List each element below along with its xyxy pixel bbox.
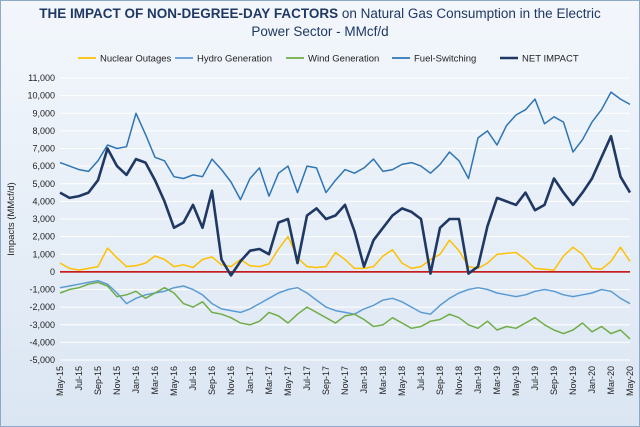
y-tick-label: 7,000	[32, 144, 55, 154]
y-tick-label: 9,000	[32, 108, 55, 118]
y-axis-label: Impacts (MMcf/d)	[6, 182, 17, 255]
legend-label: Nuclear Outages	[100, 54, 172, 65]
y-tick-label: 5,000	[32, 179, 55, 189]
x-tick-label: Nov-15	[112, 366, 122, 395]
x-tick-label: Mar-20	[606, 366, 616, 395]
x-tick-label: Sep-17	[321, 366, 331, 395]
y-tick-label: 11,000	[28, 73, 55, 83]
y-tick-label: 8,000	[32, 126, 55, 136]
y-tick-label: 4,000	[32, 196, 55, 206]
series-line-nuclear-outages	[59, 235, 631, 271]
x-tick-label: Jan-17	[245, 366, 255, 394]
series-line-fuel-switching	[59, 91, 631, 201]
y-tick-label: 3,000	[32, 214, 55, 224]
x-tick-label: Mar-19	[492, 366, 502, 395]
chart-title-rest: on Natural Gas Consumption in the Electr…	[338, 6, 601, 21]
x-tick-label: May-20	[625, 366, 635, 396]
legend-label: Hydro Generation	[197, 54, 272, 65]
chart-title-bold: THE IMPACT OF NON-DEGREE-DAY FACTORS	[39, 6, 339, 21]
y-tick-label: -4,000	[29, 337, 55, 347]
x-tick-label: Sep-18	[435, 366, 445, 395]
x-tick-label: Jul-16	[188, 366, 198, 391]
x-tick-label: Jan-19	[473, 366, 483, 394]
x-tick-label: Nov-19	[568, 366, 578, 395]
x-tick-label: Jul-18	[416, 366, 426, 391]
legend: Nuclear Outages Hydro Generation Wind Gene…	[78, 54, 579, 65]
x-tick-label: Jan-18	[359, 366, 369, 394]
series-lines	[59, 91, 632, 340]
x-tick-label: May-17	[283, 366, 293, 396]
series-line-net-impact	[59, 134, 632, 277]
x-tick-label: Mar-16	[150, 366, 160, 395]
y-tick-label: 10,000	[27, 91, 55, 101]
x-tick-label: Sep-16	[207, 366, 217, 395]
x-tick-label: Jan-16	[131, 366, 141, 394]
x-tick-label: May-18	[397, 366, 407, 396]
y-tick-label: 0	[50, 267, 55, 277]
y-tick-label: 1,000	[32, 249, 55, 259]
x-tick-label: May-16	[169, 366, 179, 396]
x-tick-label: Nov-17	[340, 366, 350, 395]
x-tick-label: Nov-16	[226, 366, 236, 395]
legend-label: Fuel-Switching	[414, 54, 476, 65]
y-axis-ticks: -5,000 -4,000 -3,000 -2,000 -1,000 0 1,000 2,00…	[27, 73, 55, 365]
chart-title-line2: Power Sector - MMcf/d	[251, 24, 389, 39]
grid-lines	[60, 77, 630, 361]
y-tick-label: -5,000	[29, 355, 55, 365]
x-tick-label: Jul-19	[530, 366, 540, 391]
series-line-wind-generation	[59, 281, 631, 340]
chart-title: THE IMPACT OF NON-DEGREE-DAY FACTORS on …	[0, 5, 640, 41]
x-tick-label: Sep-19	[549, 366, 559, 395]
legend-label: NET IMPACT	[522, 54, 579, 65]
x-tick-label: May-15	[55, 366, 65, 396]
x-tick-label: Nov-18	[454, 366, 464, 395]
x-tick-label: May-19	[511, 366, 521, 396]
x-axis-ticks: May-15 Jul-15 Sep-15 Nov-15 Jan-16 Mar-16 May-…	[55, 366, 635, 396]
x-tick-label: Mar-17	[264, 366, 274, 395]
y-tick-label: 6,000	[32, 161, 55, 171]
x-tick-label: Mar-18	[378, 366, 388, 395]
y-tick-label: -1,000	[29, 285, 55, 295]
x-tick-label: Jan-20	[587, 366, 597, 394]
y-tick-label: 2,000	[32, 232, 55, 242]
y-tick-label: -2,000	[29, 302, 55, 312]
x-tick-label: Jul-17	[302, 366, 312, 391]
x-tick-label: Jul-15	[74, 366, 84, 391]
legend-label: Wind Generation	[308, 54, 379, 65]
x-tick-label: Sep-15	[93, 366, 103, 395]
y-tick-label: -3,000	[29, 320, 55, 330]
